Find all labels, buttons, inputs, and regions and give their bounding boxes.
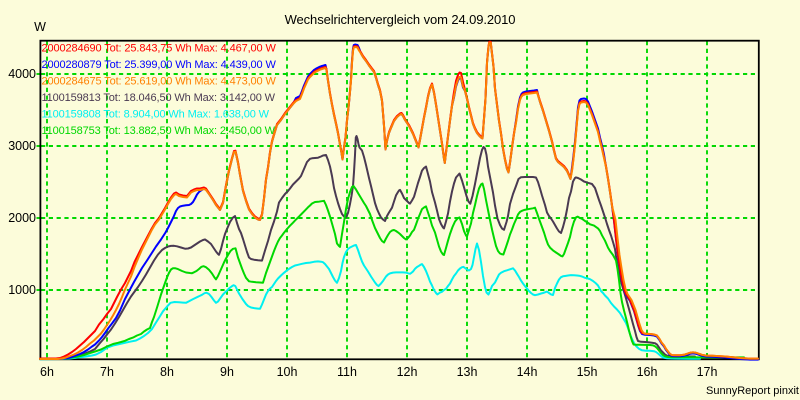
svg-text:2000: 2000: [8, 211, 36, 225]
svg-text:2000280879 Tot: 25.399,00 Wh M: 2000280879 Tot: 25.399,00 Wh Max: 4.439,…: [42, 59, 277, 71]
svg-text:14h: 14h: [517, 365, 538, 379]
svg-text:1100158753 Tot: 13.882,50 Wh M: 1100158753 Tot: 13.882,50 Wh Max: 2.450,…: [42, 125, 276, 137]
svg-text:3000: 3000: [8, 139, 36, 153]
svg-text:4000: 4000: [8, 67, 36, 81]
svg-text:12h: 12h: [397, 365, 418, 379]
svg-text:9h: 9h: [220, 365, 234, 379]
svg-text:1100159813 Tot: 18.046,50 Wh M: 1100159813 Tot: 18.046,50 Wh Max: 3.142,…: [42, 92, 276, 104]
svg-text:8h: 8h: [160, 365, 174, 379]
svg-text:1000: 1000: [8, 283, 36, 297]
svg-text:10h: 10h: [277, 365, 298, 379]
svg-text:2000284675 Tot: 25.619,00 Wh M: 2000284675 Tot: 25.619,00 Wh Max: 4.473,…: [42, 76, 277, 88]
svg-text:17h: 17h: [697, 365, 718, 379]
svg-text:15h: 15h: [577, 365, 598, 379]
svg-text:13h: 13h: [457, 365, 478, 379]
svg-text:11h: 11h: [337, 365, 357, 379]
svg-text:16h: 16h: [637, 365, 658, 379]
svg-text:SunnyReport pinxit: SunnyReport pinxit: [706, 385, 799, 397]
svg-text:7h: 7h: [100, 365, 114, 379]
svg-text:6h: 6h: [40, 365, 54, 379]
svg-text:Wechselrichtervergleich vom 24: Wechselrichtervergleich vom 24.09.2010: [285, 12, 516, 27]
svg-text:W: W: [34, 20, 46, 34]
svg-text:2000284690 Tot: 25.843,75 Wh M: 2000284690 Tot: 25.843,75 Wh Max: 4.467,…: [42, 43, 277, 55]
svg-text:1100159808 Tot: 8.904,00 Wh Ma: 1100159808 Tot: 8.904,00 Wh Max: 1.638,0…: [42, 109, 270, 121]
